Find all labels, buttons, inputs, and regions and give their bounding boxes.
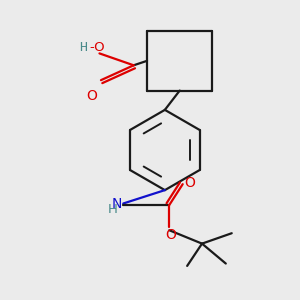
- Text: N: N: [111, 196, 122, 211]
- Text: H: H: [107, 203, 117, 216]
- Text: O: O: [87, 89, 98, 103]
- Text: O: O: [185, 176, 196, 190]
- Text: -O: -O: [89, 41, 105, 54]
- Text: H: H: [80, 41, 88, 54]
- Text: O: O: [165, 228, 176, 242]
